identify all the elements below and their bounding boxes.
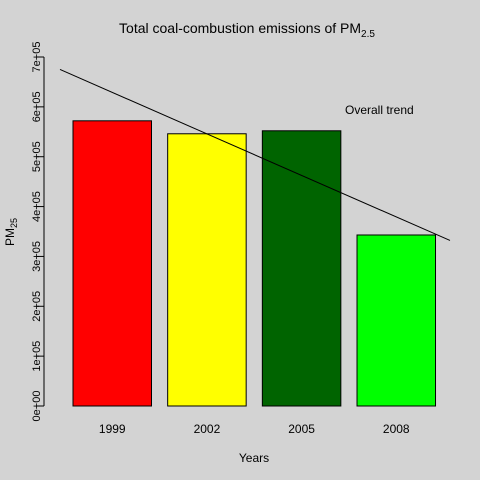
x-tick-label: 2005 — [288, 422, 315, 436]
bar-2008 — [357, 235, 436, 406]
x-tick-labels: 1999 2002 2005 2008 — [99, 422, 410, 436]
chart-title-subscript: 2.5 — [361, 29, 375, 40]
y-axis-label-subscript: 25 — [9, 218, 19, 228]
x-tick-label: 1999 — [99, 422, 126, 436]
bar-1999 — [73, 121, 152, 406]
y-tick-label: 5e+05 — [31, 141, 43, 172]
y-axis-label: PM25 — [3, 218, 19, 246]
y-axis-label-main: PM — [3, 228, 17, 246]
x-tick-label: 2008 — [383, 422, 410, 436]
y-axis: 0e+00 1e+05 2e+05 3e+05 4e+05 5e+05 6e+05 7e+05 — [31, 42, 44, 422]
y-tick-label: 4e+05 — [31, 191, 43, 222]
chart-title: Total coal-combustion emissions of PM2.5 — [119, 20, 375, 40]
bars — [73, 121, 436, 406]
bar-2005 — [262, 131, 341, 406]
x-tick-label: 2002 — [194, 422, 221, 436]
bar-2002 — [168, 134, 247, 406]
x-axis-label: Years — [239, 451, 269, 465]
chart-title-main: Total coal-combustion emissions of PM — [119, 20, 361, 36]
y-tick-label: 6e+05 — [31, 91, 43, 122]
y-tick-label: 3e+05 — [31, 241, 43, 272]
y-tick-label: 1e+05 — [31, 341, 43, 372]
y-tick-label: 7e+05 — [31, 42, 43, 73]
y-tick-label: 2e+05 — [31, 291, 43, 322]
trend-annotation: Overall trend — [345, 103, 414, 117]
y-tick-label: 0e+00 — [31, 391, 43, 422]
